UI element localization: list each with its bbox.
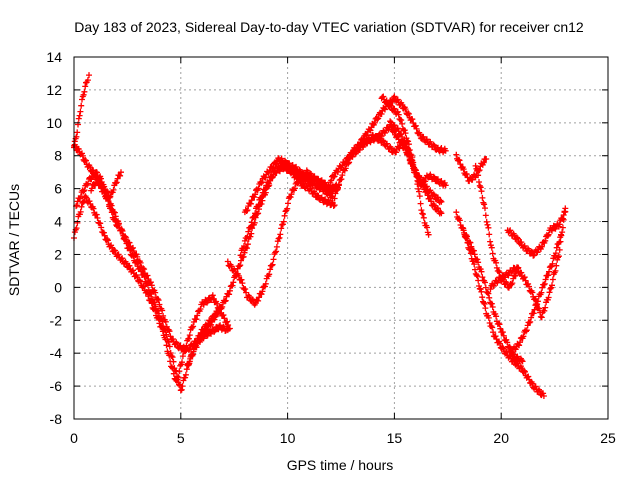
y-tick-label: 0 [54, 279, 62, 295]
x-tick-label: 5 [177, 430, 185, 446]
y-tick-label: 6 [54, 181, 62, 197]
y-tick-labels: -8 -6 -4 -2 0 2 4 6 8 10 12 14 [46, 49, 62, 427]
x-tick-label: 0 [70, 430, 78, 446]
data-series-markers [88, 169, 124, 201]
data-series-markers [241, 155, 342, 216]
data-series-markers [387, 118, 445, 217]
data-series-markers [504, 208, 569, 259]
data-series-markers [506, 231, 564, 356]
plot-markers [71, 72, 569, 399]
data-series-markers [453, 151, 490, 185]
data-series-markers [237, 163, 338, 259]
x-tick-label: 15 [387, 430, 403, 446]
plot-frame [73, 56, 609, 420]
y-tick-label: -8 [50, 411, 63, 427]
grid-lines [74, 57, 608, 419]
x-tick-labels: 0 5 10 15 20 25 [70, 430, 616, 446]
x-axis-label: GPS time / hours [287, 457, 394, 473]
chart-title: Day 183 of 2023, Sidereal Day-to-day VTE… [74, 19, 584, 35]
y-tick-label: -4 [50, 345, 63, 361]
y-axis-label: SDTVAR / TECUs [6, 184, 22, 296]
y-tick-label: 2 [54, 246, 62, 262]
data-series-markers [348, 131, 449, 189]
y-tick-label: -2 [50, 312, 63, 328]
y-tick-label: 8 [54, 148, 62, 164]
y-tick-label: 10 [46, 115, 62, 131]
data-series-markers [487, 205, 569, 321]
x-tick-label: 25 [600, 430, 616, 446]
y-tick-label: 12 [46, 82, 62, 98]
y-tick-label: 14 [46, 49, 62, 65]
data-series-markers [459, 225, 526, 365]
x-tick-label: 20 [493, 430, 509, 446]
data-series-markers [472, 162, 522, 291]
y-tick-label: 4 [54, 214, 62, 230]
x-tick-label: 10 [280, 430, 296, 446]
y-tick-label: -6 [50, 378, 63, 394]
ticks [73, 56, 609, 420]
data-series-markers [378, 93, 432, 238]
